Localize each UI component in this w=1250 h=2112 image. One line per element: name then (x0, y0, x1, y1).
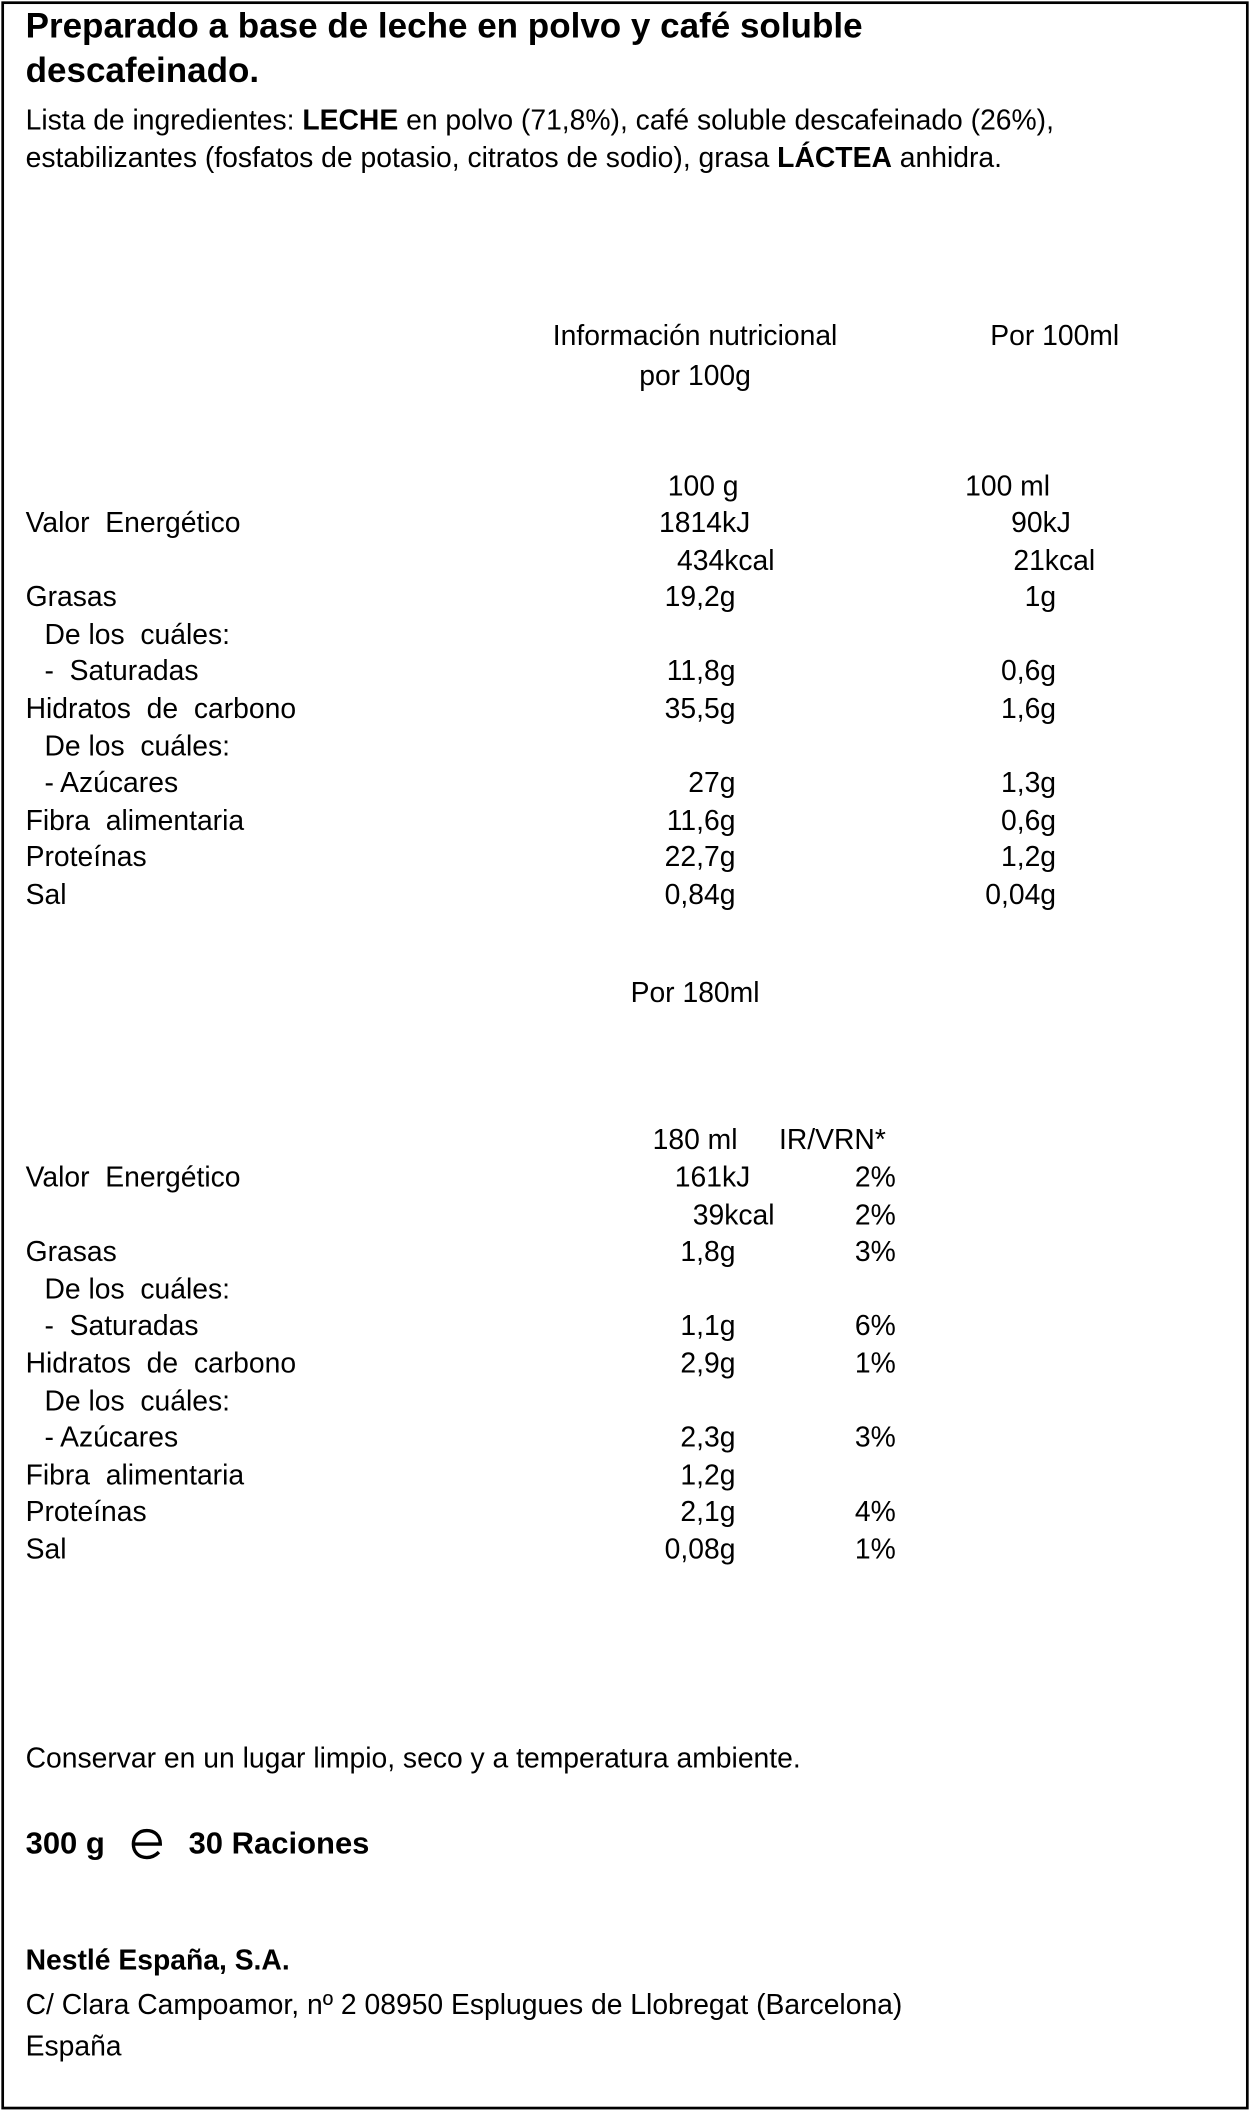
cell: 1,2g (1000, 842, 1057, 874)
cell: 35,5g (664, 693, 736, 725)
table-heading: Por 180ml (630, 977, 760, 1009)
row-label: Proteínas (25, 842, 147, 874)
cell: 0,04g (985, 879, 1057, 911)
row-label: Sal (25, 1534, 67, 1566)
row-label: - Saturadas (44, 1311, 199, 1343)
portions: 30 Raciones (188, 1825, 370, 1861)
storage: Conservar en un lugar limpio, seco y a t… (25, 1743, 801, 1774)
cell: 4% (854, 1497, 896, 1529)
cell: 1,3g (1000, 768, 1057, 800)
table-heading: por 100g (639, 360, 751, 392)
cell: 1g (1024, 582, 1057, 614)
column-header: IR/VRN* (778, 1124, 886, 1156)
weight: 300 g (25, 1825, 105, 1861)
cell: 11,6g (666, 805, 736, 837)
cell: 0,08g (664, 1534, 736, 1566)
column-header: 100 g (667, 471, 739, 503)
row-label: De los cuáles: (44, 1385, 230, 1417)
e-mark (131, 1828, 162, 1860)
cell: 6% (854, 1311, 896, 1343)
cell: 434kcal (677, 544, 775, 576)
row-label: - Azúcares (44, 768, 179, 800)
allergen: LÁCTEA (777, 142, 892, 174)
cell: 19,2g (664, 582, 736, 614)
row-label: Hidratos de carbono (25, 1348, 297, 1380)
cell: 2,3g (680, 1422, 736, 1454)
cell: 21kcal (1013, 544, 1096, 576)
cell: 2,1g (680, 1497, 736, 1529)
cell: 1,8g (680, 1236, 736, 1268)
cell: 1% (854, 1348, 896, 1380)
row-label: Valor Energético (25, 1162, 241, 1194)
cell: 11,8g (666, 656, 736, 688)
cell: 90kJ (1011, 507, 1071, 539)
company-country: España (25, 2031, 122, 2063)
title: Preparado a base de leche en polvo y caf… (25, 5, 863, 91)
cell: 2% (854, 1162, 896, 1194)
row-label: - Saturadas (44, 656, 199, 688)
cell: 3% (854, 1422, 896, 1454)
row-label: - Azúcares (44, 1422, 179, 1454)
row-label: De los cuáles: (44, 730, 230, 762)
cell: 0,6g (1000, 656, 1057, 688)
ingredients-text: Lista de ingredientes: (25, 105, 303, 137)
cell: 22,7g (664, 842, 736, 874)
cell: 0,6g (1000, 805, 1057, 837)
allergen: LECHE (302, 105, 399, 137)
column-header: 180 ml (652, 1124, 738, 1156)
table-heading: Por 100ml (990, 320, 1120, 352)
row-label: Fibra alimentaria (25, 1459, 245, 1491)
row-label: Hidratos de carbono (25, 693, 297, 725)
row-label: De los cuáles: (44, 619, 230, 651)
row-label: Fibra alimentaria (25, 805, 245, 837)
ingredients-text: anhidra. (891, 142, 1002, 174)
cell: 27g (688, 768, 736, 800)
row-label: Proteínas (25, 1497, 147, 1529)
row-label: Sal (25, 879, 67, 911)
row-label: Grasas (25, 1236, 117, 1268)
cell: 1,2g (680, 1459, 736, 1491)
company-name: Nestlé España, S.A. (25, 1945, 290, 1977)
company-address: C/ Clara Campoamor, nº 2 08950 Esplugues… (25, 1989, 903, 2021)
column-header: 100 ml (965, 471, 1051, 503)
cell: 3% (854, 1236, 896, 1268)
row-label: De los cuáles: (44, 1273, 230, 1305)
cell: 2% (854, 1199, 896, 1231)
cell: 39kcal (692, 1199, 775, 1231)
cell: 2,9g (680, 1348, 736, 1380)
table-heading: Información nutricional (552, 320, 838, 352)
row-label: Grasas (25, 582, 117, 614)
cell: 1% (854, 1534, 896, 1566)
cell: 0,84g (664, 879, 736, 911)
cell: 1,6g (1000, 693, 1057, 725)
ingredients-text: en polvo (71,8%), café soluble descafein… (25, 105, 1054, 174)
ingredients: Lista de ingredientes: LECHE en polvo (7… (26, 102, 1144, 177)
cell: 161kJ (674, 1162, 751, 1194)
cell: 1,1g (680, 1311, 736, 1343)
row-label: Valor Energético (25, 507, 241, 539)
cell: 1814kJ (659, 507, 751, 539)
